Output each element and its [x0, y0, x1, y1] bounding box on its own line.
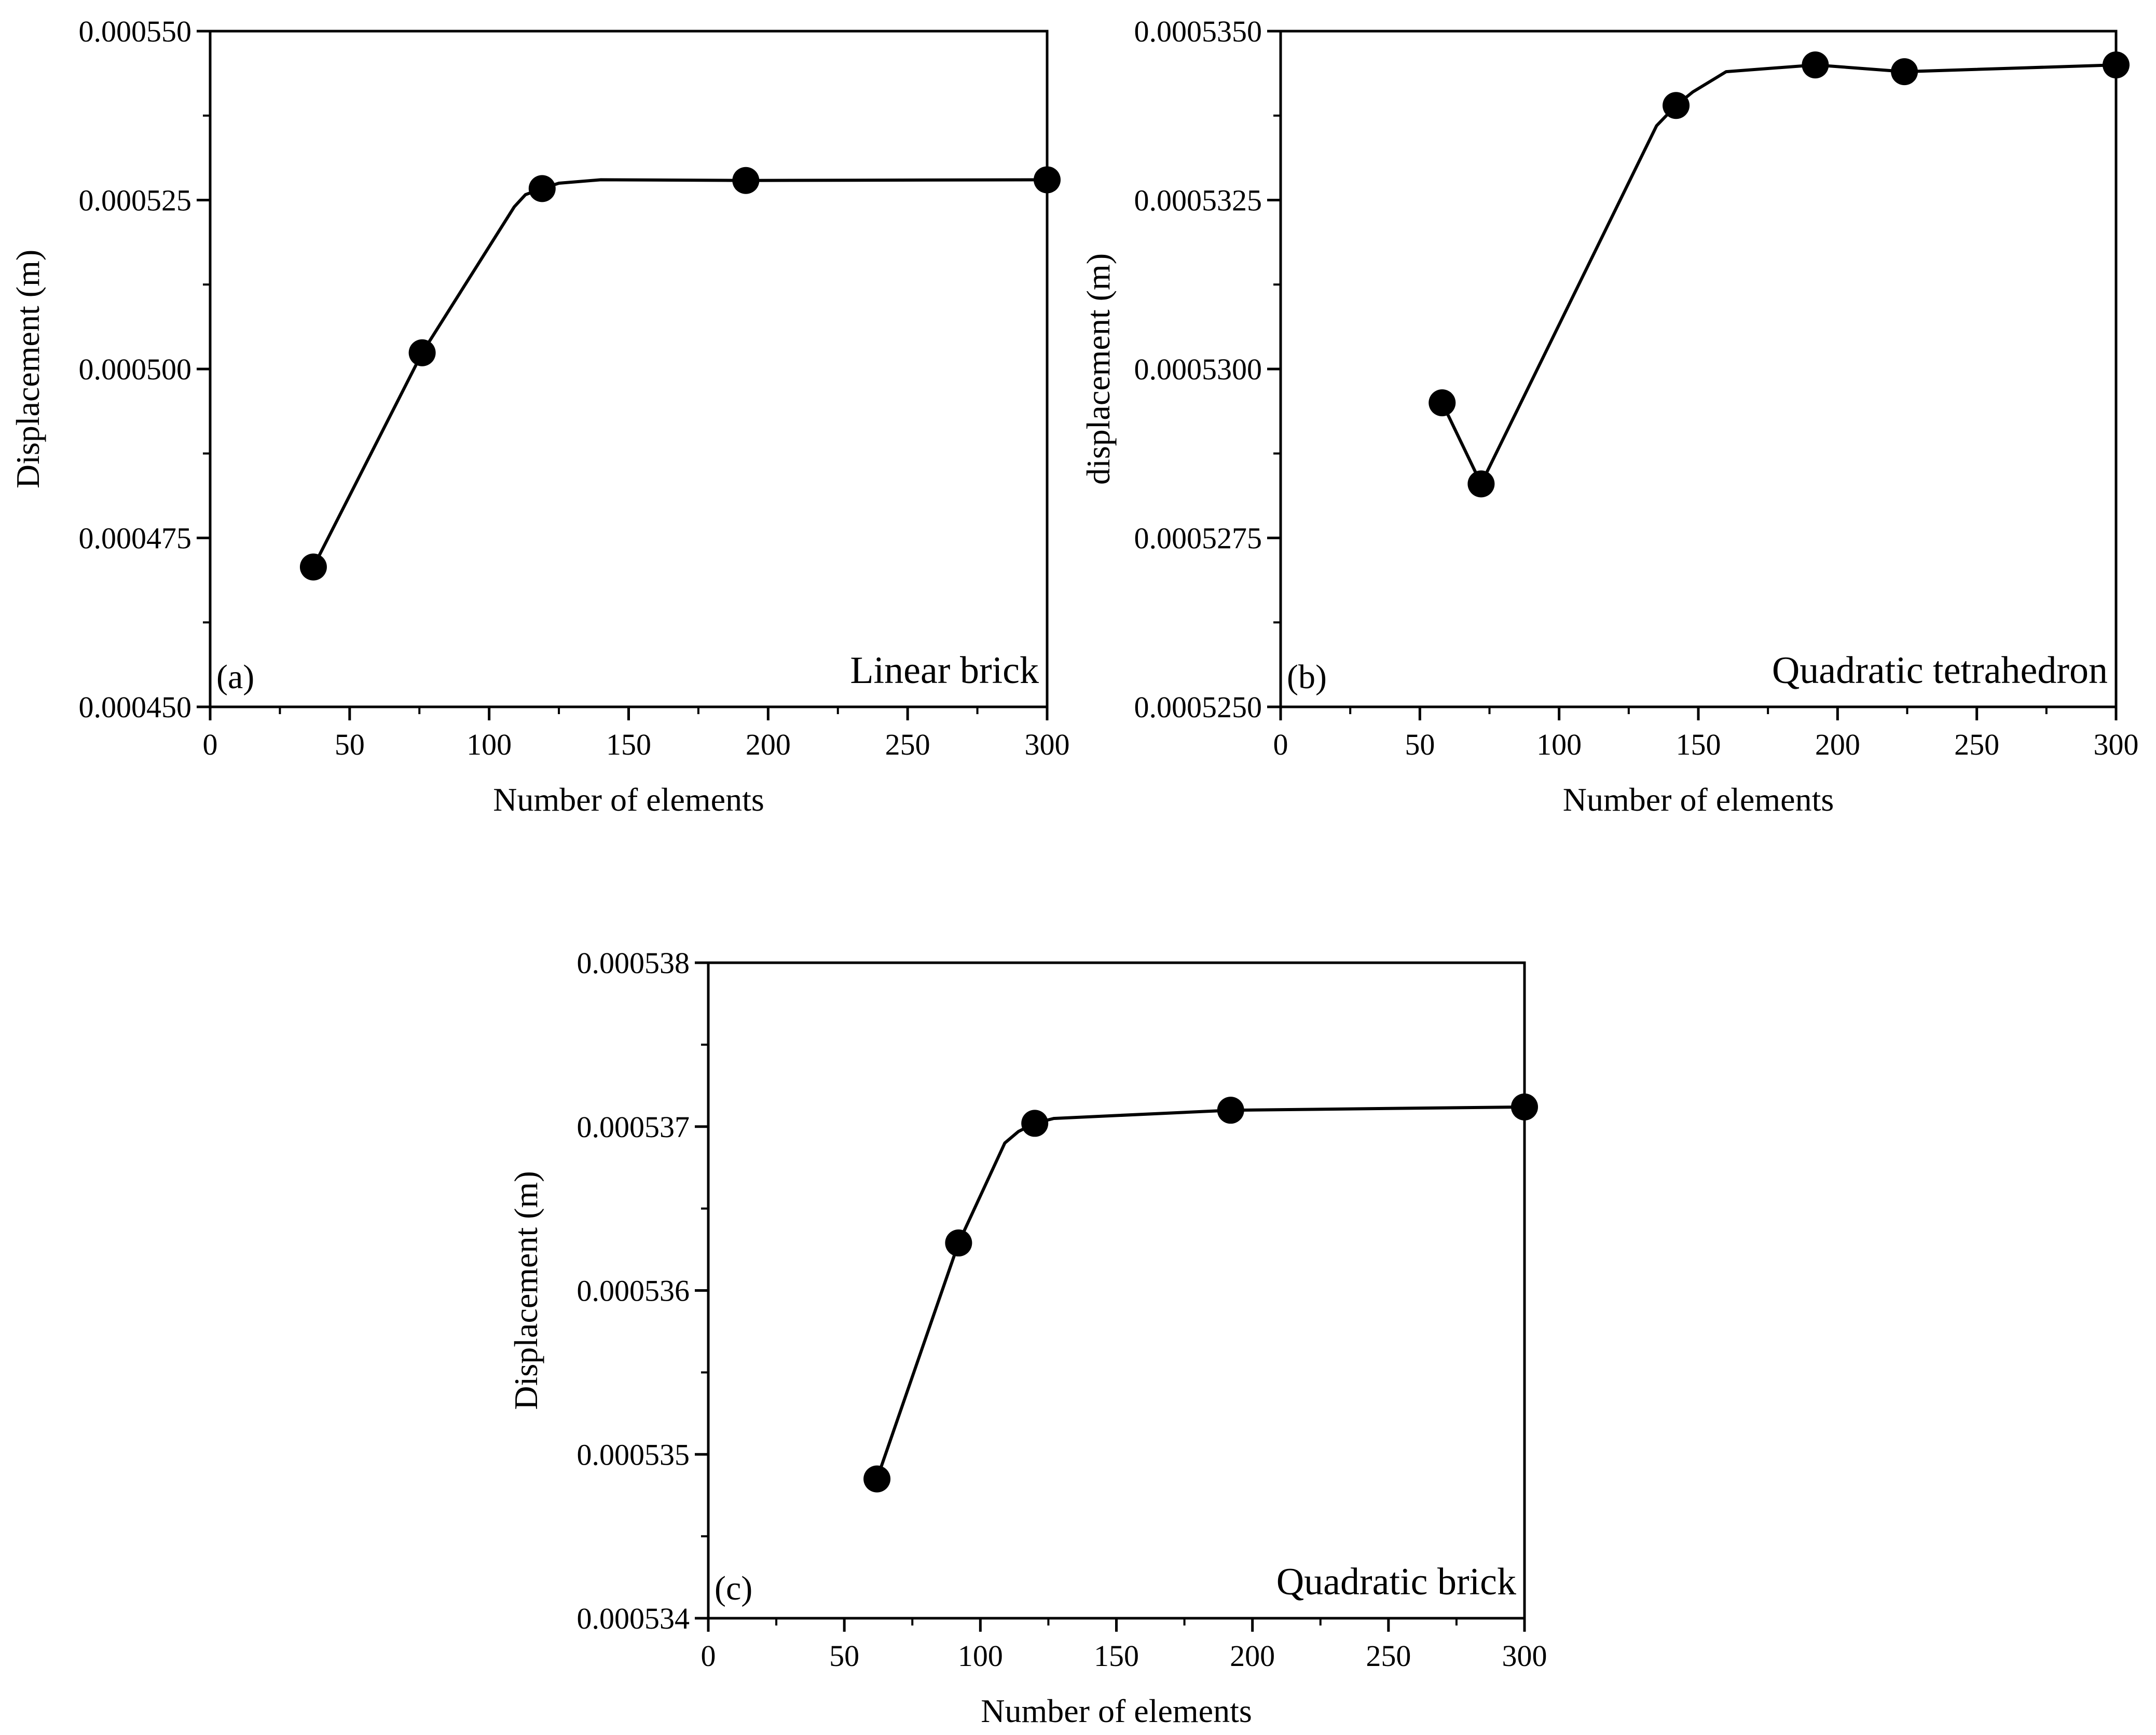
panel-b-data-point: [1429, 389, 1456, 417]
panel-b-x-tick-label: 200: [1815, 728, 1860, 761]
panel-b: displacement (m) Number of elements (b) …: [1080, 15, 2139, 818]
panel-c-y-tick-label: 0.000538: [577, 946, 690, 980]
panel-b-data-point: [1891, 58, 1918, 86]
panel-b-y-tick-label: 0.0005275: [1134, 522, 1262, 555]
panel-b-y-tick-label: 0.0005250: [1134, 690, 1262, 724]
panel-a: Displacement (m) Number of elements (a) …: [9, 15, 1070, 818]
panel-b-label: (b): [1287, 658, 1327, 696]
panel-c-label: (c): [715, 1569, 752, 1607]
panel-c-x-tick-label: 200: [1230, 1639, 1275, 1673]
panel-b-x-axis-title: Number of elements: [1563, 781, 1834, 818]
panel-c-y-tick-label: 0.000534: [577, 1602, 690, 1635]
panel-a-data-point: [299, 553, 327, 581]
panel-b-x-tick-label: 150: [1676, 728, 1721, 761]
panel-b-y-tick-label: 0.0005300: [1134, 352, 1262, 386]
panel-a-data-point: [528, 175, 556, 202]
panel-c-x-tick-label: 250: [1366, 1639, 1411, 1673]
panel-b-y-tick-label: 0.0005350: [1134, 15, 1262, 48]
panel-a-x-tick-label: 0: [203, 728, 218, 761]
panel-b-y-axis-title-wrap: displacement (m): [1080, 253, 1117, 485]
panel-c-x-tick-label: 50: [829, 1639, 859, 1673]
panel-a-y-tick-label: 0.000550: [79, 15, 192, 48]
panel-b-y-tick-label: 0.0005325: [1134, 184, 1262, 217]
panel-b-x-tick-label: 100: [1536, 728, 1582, 761]
panel-c-y-axis-title-wrap: Displacement (m): [507, 1171, 544, 1410]
panel-b-x-tick-label: 50: [1405, 728, 1435, 761]
panel-a-x-tick-label: 50: [335, 728, 365, 761]
panel-a-element-type-label: Linear brick: [850, 649, 1039, 692]
panel-a-y-axis-title-wrap: Displacement (m): [9, 250, 46, 488]
panel-c-element-type-label: Quadratic brick: [1276, 1561, 1516, 1603]
panel-c-x-tick-label: 0: [701, 1639, 716, 1673]
panel-c-data-point: [945, 1229, 972, 1256]
panel-a-y-tick-label: 0.000525: [79, 184, 192, 217]
panel-b-plot: 0 50 100 150 200 250 300 0.0005250 0.0005275 0.00…: [1134, 15, 2139, 761]
panel-a-y-tick-label: 0.000475: [79, 522, 192, 555]
panel-a-y-tick-label: 0.000500: [79, 352, 192, 386]
panel-c-x-tick-label: 300: [1502, 1639, 1547, 1673]
panel-c: Displacement (m) Number of elements (c) …: [507, 946, 1547, 1729]
panel-a-x-tick-label: 200: [746, 728, 791, 761]
panel-a-data-point: [408, 339, 436, 366]
panel-c-data-point: [863, 1465, 891, 1493]
panel-a-x-axis-title: Number of elements: [493, 781, 764, 818]
panel-b-data-point: [2103, 51, 2130, 79]
panel-c-data-point: [1511, 1093, 1538, 1121]
panel-a-label: (a): [216, 658, 254, 696]
panel-c-x-tick-label: 100: [958, 1639, 1003, 1673]
panel-b-x-tick-label: 300: [2094, 728, 2139, 761]
panel-c-data-point: [1217, 1097, 1244, 1124]
panel-b-series-line: [1440, 63, 2117, 486]
panel-b-data-point: [1663, 92, 1690, 119]
panel-a-x-tick-label: 150: [606, 728, 651, 761]
panel-a-data-point: [1034, 166, 1061, 194]
panel-b-data-point: [1802, 51, 1829, 79]
panel-b-y-axis-title: displacement (m): [1080, 253, 1117, 485]
panel-a-x-tick-label: 250: [885, 728, 930, 761]
panel-c-x-axis-title: Number of elements: [981, 1692, 1252, 1729]
panel-c-y-tick-label: 0.000535: [577, 1438, 690, 1471]
panel-a-x-tick-label: 100: [466, 728, 512, 761]
panel-a-plot: 0 50 100 150 200 250 300 0.000450 0.000475 0.0005…: [79, 15, 1070, 761]
panel-c-y-tick-label: 0.000537: [577, 1110, 690, 1144]
panel-c-x-tick-label: 150: [1094, 1639, 1139, 1673]
panel-c-y-axis-title: Displacement (m): [507, 1171, 544, 1410]
panel-a-y-axis-title: Displacement (m): [9, 250, 46, 488]
panel-a-x-tick-label: 300: [1025, 728, 1070, 761]
panel-a-data-point: [732, 167, 760, 194]
panel-b-data-point: [1467, 470, 1495, 498]
panel-a-y-tick-label: 0.000450: [79, 690, 192, 724]
panel-b-x-tick-label: 250: [1954, 728, 1999, 761]
panel-c-plot: 0 50 100 150 200 250 300 0.000534 0.000535 0.0005…: [577, 946, 1547, 1673]
panel-c-data-point: [1021, 1110, 1049, 1137]
panel-b-element-type-label: Quadratic tetrahedron: [1772, 649, 2108, 692]
panel-b-x-tick-label: 0: [1273, 728, 1288, 761]
panel-c-y-tick-label: 0.000536: [577, 1274, 690, 1308]
